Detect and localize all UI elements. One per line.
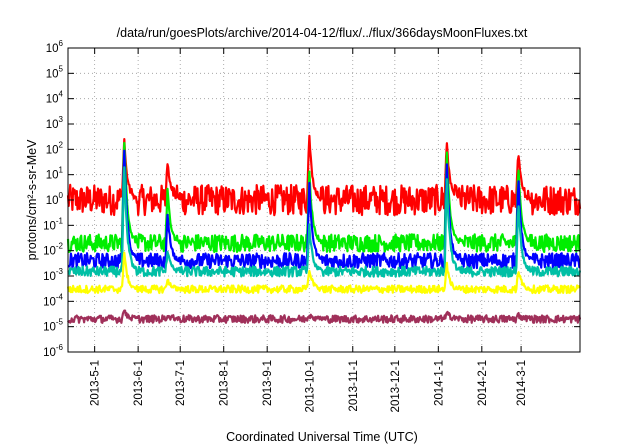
y-tick-label: 10-4 [43,292,63,308]
series-line-3 [67,166,582,278]
x-tick-label: 2014-2-1 [477,360,489,406]
series-line-1 [66,141,582,253]
x-tick-label: 2013-6-1 [133,360,145,406]
y-tick-label: 10-2 [43,242,63,258]
x-tick-label: 2014-3-1 [516,360,528,406]
y-tick-label: 101 [46,166,64,182]
series-line-4 [66,251,581,295]
y-tick-label: 106 [46,39,64,55]
y-tick-label: 102 [46,140,64,156]
y-tick-label: 10-6 [43,343,63,359]
y-tick-label: 10-1 [43,216,63,232]
y-tick-label: 10-5 [43,318,63,334]
series-line-5 [67,309,582,324]
x-tick-label: 2013-10-1 [304,360,316,412]
y-tick-label: 104 [46,90,64,106]
x-tick-label: 2013-9-1 [262,360,274,406]
x-tick-label: 2013-12-1 [390,360,402,412]
series-layer [66,134,582,324]
x-tick-label: 2013-11-1 [348,360,360,412]
x-tick-label: 2013-8-1 [219,360,231,406]
y-tick-label: 10-3 [43,267,63,283]
series-line-2 [67,149,581,270]
y-axis-label: protons/cm²-s-sr-MeV [25,139,39,261]
y-tick-label: 103 [46,115,64,131]
x-tick-label: 2013-5-1 [90,360,102,406]
chart-title: /data/run/goesPlots/archive/2014-04-12/f… [117,26,528,40]
y-tick-label: 105 [46,64,64,80]
x-axis-label: Coordinated Universal Time (UTC) [226,430,418,444]
y-tick-label: 100 [46,191,64,207]
x-tick-label: 2013-7-1 [175,360,187,406]
x-tick-label: 2014-1-1 [433,360,445,406]
series-line-0 [66,134,582,217]
